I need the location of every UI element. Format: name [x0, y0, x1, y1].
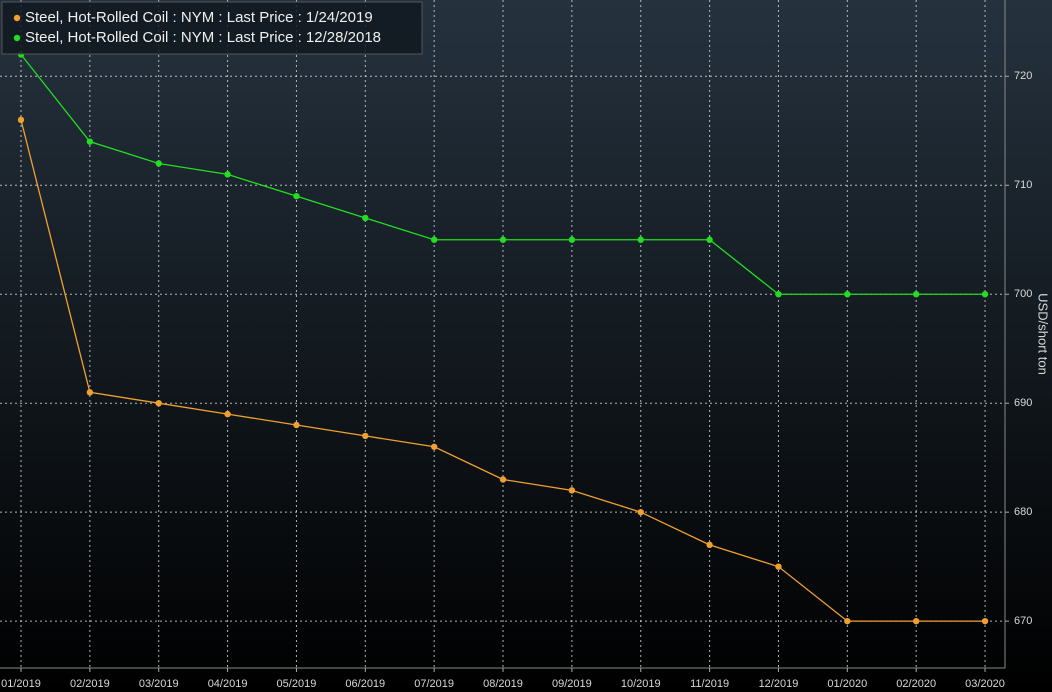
data-point: [706, 541, 713, 549]
data-point: [981, 291, 989, 298]
y-tick-label: 670: [1014, 615, 1032, 627]
legend-marker: [13, 34, 21, 42]
legend: Steel, Hot-Rolled Coil : NYM : Last Pric…: [1, 1, 423, 55]
x-tick-label: 12/2019: [759, 678, 799, 690]
x-tick-label: 05/2019: [277, 678, 317, 690]
data-point: [637, 236, 644, 243]
x-tick-label: 11/2019: [690, 678, 729, 690]
legend-marker: [13, 14, 21, 22]
x-tick-label: 03/2020: [965, 678, 1005, 690]
data-point: [775, 563, 782, 570]
x-tick-label: 07/2019: [414, 678, 454, 690]
data-point: [430, 236, 438, 243]
x-tick-label: 01/2019: [1, 678, 41, 690]
data-point: [637, 508, 644, 516]
y-tick-label: 690: [1014, 397, 1032, 409]
data-point: [568, 487, 576, 494]
data-point: [362, 432, 369, 440]
data-point: [844, 617, 851, 625]
data-point: [86, 138, 94, 145]
data-point: [775, 291, 782, 298]
legend-text: Steel, Hot-Rolled Coil : NYM : Last Pric…: [25, 29, 381, 46]
data-point: [362, 214, 369, 222]
data-point: [224, 171, 231, 178]
y-tick-label: 720: [1014, 70, 1032, 82]
plot: 670 680 690 700 710 720 01/2019 02/2019 03/2019 0…: [0, 0, 1032, 690]
data-point: [499, 236, 507, 243]
x-tick-label: 03/2019: [139, 678, 179, 690]
x-tick-label: 02/2019: [70, 678, 110, 690]
y-tick-label: 680: [1014, 506, 1032, 518]
y-tick-label: 700: [1014, 288, 1032, 300]
x-tick-label: 09/2019: [552, 678, 592, 690]
data-point: [844, 291, 851, 298]
legend-box: [1, 1, 423, 55]
data-point: [155, 399, 162, 407]
legend-text: Steel, Hot-Rolled Coil : NYM : Last Pric…: [25, 9, 373, 26]
y-tick-label: 710: [1014, 179, 1032, 191]
data-point: [293, 192, 300, 200]
x-tick-label: 10/2019: [621, 678, 661, 690]
data-point: [224, 410, 231, 418]
data-point: [293, 421, 300, 429]
y-axis-label: USD/short ton: [1036, 293, 1051, 375]
x-tick-label: 01/2020: [827, 678, 867, 690]
data-point: [912, 617, 920, 625]
data-point: [155, 160, 162, 167]
x-tick-label: 02/2020: [896, 678, 936, 690]
x-tick-label: 08/2019: [483, 678, 523, 690]
data-point: [981, 617, 989, 625]
data-point: [499, 476, 507, 483]
data-point: [912, 291, 920, 298]
data-point: [430, 443, 438, 450]
data-point: [706, 236, 713, 243]
x-tick-label: 04/2019: [208, 678, 248, 690]
data-point: [568, 236, 576, 243]
x-tick-label: 06/2019: [345, 678, 385, 690]
data-point: [86, 389, 94, 396]
data-point: [17, 116, 25, 124]
